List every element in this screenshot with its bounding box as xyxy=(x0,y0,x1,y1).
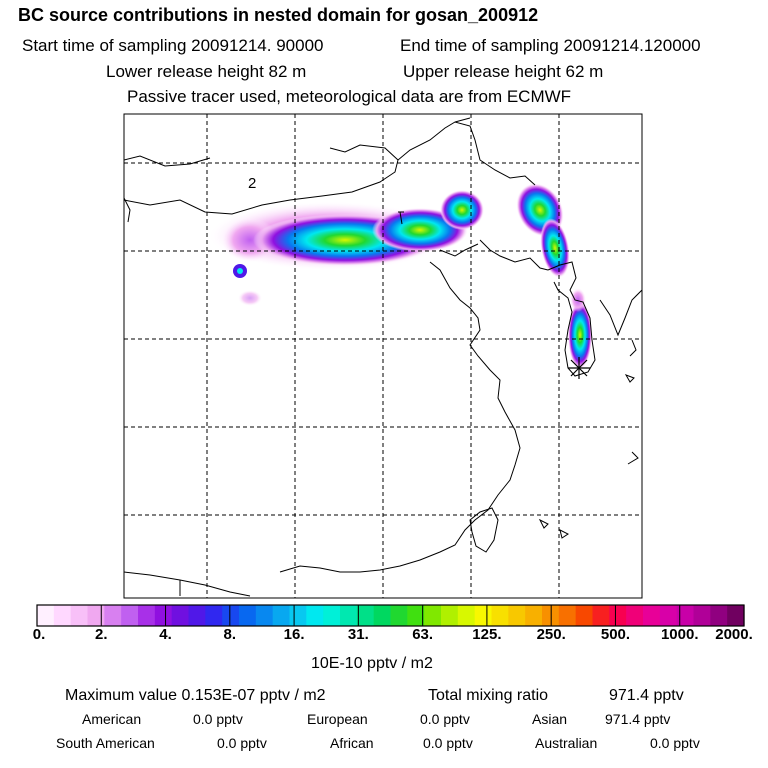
star-icon xyxy=(568,357,590,379)
colorbar-swatch xyxy=(306,605,324,626)
colorbar-swatch xyxy=(138,605,156,626)
colorbar-swatch xyxy=(626,605,644,626)
total-mixing-ratio-value: 971.4 pptv xyxy=(609,687,684,704)
colorbar-swatch xyxy=(710,605,728,626)
colorbar-unit: 10E-10 pptv / m2 xyxy=(311,655,433,672)
region-african-value: 0.0 pptv xyxy=(423,735,473,751)
region-european-value: 0.0 pptv xyxy=(420,711,470,727)
colorbar-swatch xyxy=(424,605,442,626)
colorbar-swatch xyxy=(390,605,408,626)
colorbar-swatch xyxy=(154,605,173,626)
colorbar-swatch xyxy=(575,605,594,626)
colorbar-swatch xyxy=(239,605,257,626)
colorbar-tick-label: 0. xyxy=(32,626,46,643)
colorbar-tick-label: 125. xyxy=(472,626,502,643)
colorbar-swatch xyxy=(609,605,627,626)
upper-release-label: Upper release height 62 m xyxy=(403,62,604,81)
region-asian-name: Asian xyxy=(532,711,568,727)
colorbar-swatch xyxy=(222,605,240,626)
colorbar-swatch xyxy=(37,605,55,626)
colorbar-tick-label: 1000. xyxy=(660,626,699,643)
region-american-name: American xyxy=(82,711,142,727)
colorbar-swatch xyxy=(121,605,139,626)
region-south-american-name: South American xyxy=(56,735,155,751)
colorbar-tick-label: 63. xyxy=(412,626,434,643)
colorbar-swatch xyxy=(474,605,493,626)
colorbar-tick-label: 500. xyxy=(600,626,631,643)
region-asian-value: 971.4 pptv xyxy=(605,711,671,727)
total-mixing-ratio-label: Total mixing ratio xyxy=(428,687,549,704)
colorbar-swatch xyxy=(188,605,206,626)
colorbar-swatch xyxy=(70,605,89,626)
colorbar-swatch xyxy=(373,605,392,626)
colorbar-swatch xyxy=(53,605,72,626)
colorbar-swatch xyxy=(491,605,509,626)
colorbar-tick-label: 2. xyxy=(95,626,108,643)
colorbar-tick-label: 31. xyxy=(347,626,369,643)
colorbar-swatch xyxy=(205,605,223,626)
colorbar-swatch xyxy=(171,605,190,626)
region-australian-name: Australian xyxy=(535,735,598,751)
colorbar-swatch xyxy=(676,605,695,626)
region-label-2: 2 xyxy=(248,175,256,192)
colorbar-swatch xyxy=(441,605,459,626)
colorbar-tick-label: 250. xyxy=(536,626,566,643)
colorbar-swatch xyxy=(289,605,307,626)
lat-lon-grid xyxy=(124,114,642,598)
colorbar xyxy=(37,605,745,626)
colorbar-swatch xyxy=(727,605,745,626)
lower-release-label: Lower release height 82 m xyxy=(106,62,307,81)
colorbar-swatch xyxy=(104,605,122,626)
plot-title: BC source contributions in nested domain… xyxy=(18,5,539,25)
colorbar-swatch xyxy=(508,605,526,626)
region-australian-value: 0.0 pptv xyxy=(650,735,700,751)
region-american-value: 0.0 pptv xyxy=(193,711,243,727)
coastlines xyxy=(124,117,642,597)
colorbar-tick-label: 2000. xyxy=(715,626,753,643)
region-european-name: European xyxy=(307,711,368,727)
map-frame xyxy=(123,113,643,599)
end-time-label: End time of sampling 20091214.120000 xyxy=(400,36,701,55)
tracer-note: Passive tracer used, meteorological data… xyxy=(127,87,572,106)
colorbar-swatch xyxy=(255,605,274,626)
concentration-plumes xyxy=(210,183,592,369)
colorbar-swatch xyxy=(558,605,577,626)
start-time-label: Start time of sampling 20091214. 90000 xyxy=(22,36,324,55)
region-african-name: African xyxy=(330,735,374,751)
colorbar-tick-label: 4. xyxy=(159,626,172,643)
region-south-american-value: 0.0 pptv xyxy=(217,735,267,751)
colorbar-swatch xyxy=(659,605,678,626)
colorbar-swatch xyxy=(407,605,425,626)
colorbar-swatch xyxy=(693,605,711,626)
colorbar-tick-label: 16. xyxy=(283,626,305,643)
colorbar-tick-marks xyxy=(36,605,745,626)
colorbar-swatch xyxy=(457,605,476,626)
colorbar-swatch xyxy=(356,605,375,626)
maximum-value: Maximum value 0.153E-07 pptv / m2 xyxy=(65,687,326,704)
colorbar-tick-label: 8. xyxy=(223,626,237,643)
colorbar-swatch xyxy=(323,605,341,626)
colorbar-swatch xyxy=(272,605,291,626)
colorbar-swatch xyxy=(340,605,358,626)
colorbar-swatch xyxy=(592,605,610,626)
colorbar-swatch xyxy=(525,605,543,626)
colorbar-swatch xyxy=(643,605,661,626)
colorbar-swatch xyxy=(87,605,105,626)
